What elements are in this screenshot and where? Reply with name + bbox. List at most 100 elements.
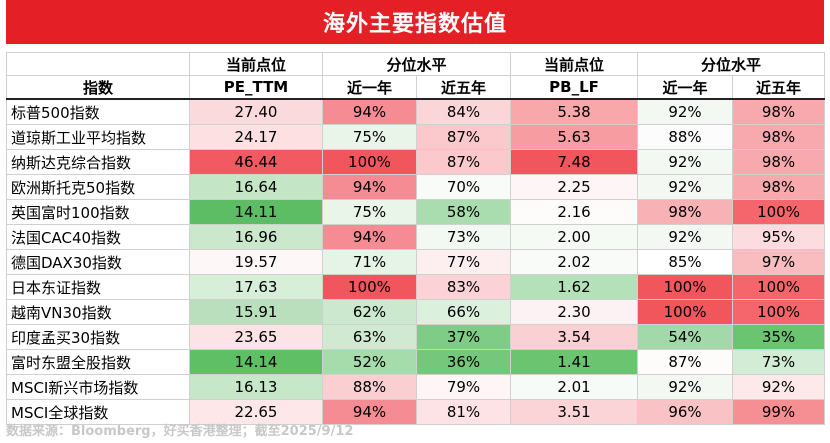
pb-value-cell: 5.38 xyxy=(510,98,639,125)
table-row: 标普500指数 27.40 94% 84% 5.38 92% 98% xyxy=(6,98,826,125)
pb-value-cell: 3.51 xyxy=(510,399,639,425)
header-pe-percentile: 分位水平 xyxy=(321,52,512,76)
pe-five-year-cell: 84% xyxy=(415,98,512,125)
table-row: 印度孟买30指数 23.65 63% 37% 3.54 54% 35% xyxy=(6,324,826,350)
pe-five-year-cell: 73% xyxy=(415,224,512,250)
pb-one-year-cell: 98% xyxy=(637,199,734,225)
pb-five-year-cell: 35% xyxy=(732,324,826,350)
pe-five-year-cell: 77% xyxy=(415,249,512,275)
pe-value-cell: 14.11 xyxy=(189,199,323,225)
pe-value-cell: 27.40 xyxy=(189,98,323,125)
table-row: MSCI新兴市场指数 16.13 88% 79% 2.01 92% 92% xyxy=(6,374,826,400)
header-row-2: 指数 PE_TTM 近一年 近五年 PB_LF 近一年 近五年 xyxy=(6,75,826,100)
pe-five-year-cell: 87% xyxy=(415,149,512,175)
pb-value-cell: 2.30 xyxy=(510,299,639,325)
header-pb-percentile: 分位水平 xyxy=(637,52,826,76)
pb-five-year-cell: 98% xyxy=(732,174,826,200)
pe-value-cell: 16.96 xyxy=(189,224,323,250)
header-pb-current: 当前点位 xyxy=(510,52,639,76)
header-pe-metric: PE_TTM xyxy=(189,75,323,100)
pb-five-year-cell: 95% xyxy=(732,224,826,250)
pb-five-year-cell: 100% xyxy=(732,299,826,325)
index-name-cell: 标普500指数 xyxy=(6,98,190,125)
table-title: 海外主要指数估值 xyxy=(322,12,507,37)
pb-value-cell: 2.16 xyxy=(510,199,639,225)
pb-one-year-cell: 85% xyxy=(637,249,734,275)
header-pe-five-year: 近五年 xyxy=(415,75,512,100)
table-row: 纳斯达克综合指数 46.44 100% 87% 7.48 92% 98% xyxy=(6,149,826,175)
index-name-cell: 富时东盟全股指数 xyxy=(6,349,190,375)
index-name-cell: 欧洲斯托克50指数 xyxy=(6,174,190,200)
source-note: 数据来源：Bloomberg，好买香港整理；截至2025/9/12 xyxy=(6,424,354,439)
pe-one-year-cell: 94% xyxy=(322,224,417,250)
pe-value-cell: 19.57 xyxy=(189,249,323,275)
pb-value-cell: 1.41 xyxy=(510,349,639,375)
pb-one-year-cell: 92% xyxy=(637,149,734,175)
index-name-cell: MSCI全球指数 xyxy=(6,399,190,425)
pe-value-cell: 46.44 xyxy=(189,149,323,175)
pe-one-year-cell: 75% xyxy=(322,199,417,225)
pb-value-cell: 2.01 xyxy=(510,374,639,400)
pe-five-year-cell: 37% xyxy=(415,324,512,350)
index-name-cell: 日本东证指数 xyxy=(6,274,190,300)
pb-one-year-cell: 87% xyxy=(637,349,734,375)
pe-value-cell: 16.13 xyxy=(189,374,323,400)
pe-value-cell: 22.65 xyxy=(189,399,323,425)
pb-one-year-cell: 92% xyxy=(637,174,734,200)
table-row: 富时东盟全股指数 14.14 52% 36% 1.41 87% 73% xyxy=(6,349,826,375)
pb-one-year-cell: 100% xyxy=(637,299,734,325)
pb-one-year-cell: 88% xyxy=(637,124,734,150)
pb-five-year-cell: 97% xyxy=(732,249,826,275)
pb-five-year-cell: 98% xyxy=(732,98,826,125)
title-bar: 海外主要指数估值 xyxy=(6,0,824,44)
pe-value-cell: 16.64 xyxy=(189,174,323,200)
pe-one-year-cell: 94% xyxy=(322,399,417,425)
valuation-table: 当前点位 分位水平 当前点位 分位水平 指数 PE_TTM 近一年 近五年 PB… xyxy=(6,52,826,425)
pe-one-year-cell: 71% xyxy=(322,249,417,275)
header-pe-current: 当前点位 xyxy=(189,52,323,76)
table-body: 标普500指数 27.40 94% 84% 5.38 92% 98% 道琼斯工业平均指数 24.… xyxy=(6,98,826,425)
header-pb-metric: PB_LF xyxy=(510,75,639,100)
pb-five-year-cell: 100% xyxy=(732,199,826,225)
header-pb-five-year: 近五年 xyxy=(732,75,826,100)
pb-one-year-cell: 96% xyxy=(637,399,734,425)
pe-five-year-cell: 70% xyxy=(415,174,512,200)
table-row: 法国CAC40指数 16.96 94% 73% 2.00 92% 95% xyxy=(6,224,826,250)
table-row: 欧洲斯托克50指数 16.64 94% 70% 2.25 92% 98% xyxy=(6,174,826,200)
pe-value-cell: 17.63 xyxy=(189,274,323,300)
pb-five-year-cell: 98% xyxy=(732,149,826,175)
pe-one-year-cell: 75% xyxy=(322,124,417,150)
pb-five-year-cell: 100% xyxy=(732,274,826,300)
pb-one-year-cell: 100% xyxy=(637,274,734,300)
index-name-cell: 纳斯达克综合指数 xyxy=(6,149,190,175)
table-row: 英国富时100指数 14.11 75% 58% 2.16 98% 100% xyxy=(6,199,826,225)
header-pe-one-year: 近一年 xyxy=(322,75,417,100)
table-row: 越南VN30指数 15.91 62% 66% 2.30 100% 100% xyxy=(6,299,826,325)
pe-five-year-cell: 81% xyxy=(415,399,512,425)
pb-five-year-cell: 98% xyxy=(732,124,826,150)
index-name-cell: MSCI新兴市场指数 xyxy=(6,374,190,400)
header-row-1: 当前点位 分位水平 当前点位 分位水平 xyxy=(6,52,826,76)
table-row: 道琼斯工业平均指数 24.17 75% 87% 5.63 88% 98% xyxy=(6,124,826,150)
pb-five-year-cell: 99% xyxy=(732,399,826,425)
pe-one-year-cell: 94% xyxy=(322,174,417,200)
pe-five-year-cell: 36% xyxy=(415,349,512,375)
pb-five-year-cell: 73% xyxy=(732,349,826,375)
pe-five-year-cell: 79% xyxy=(415,374,512,400)
table-row: 德国DAX30指数 19.57 71% 77% 2.02 85% 97% xyxy=(6,249,826,275)
pe-five-year-cell: 58% xyxy=(415,199,512,225)
pb-value-cell: 2.25 xyxy=(510,174,639,200)
pe-one-year-cell: 52% xyxy=(322,349,417,375)
pb-value-cell: 7.48 xyxy=(510,149,639,175)
index-name-cell: 德国DAX30指数 xyxy=(6,249,190,275)
pb-five-year-cell: 92% xyxy=(732,374,826,400)
pe-one-year-cell: 100% xyxy=(322,274,417,300)
pe-one-year-cell: 100% xyxy=(322,149,417,175)
index-name-cell: 印度孟买30指数 xyxy=(6,324,190,350)
pe-value-cell: 15.91 xyxy=(189,299,323,325)
index-name-cell: 英国富时100指数 xyxy=(6,199,190,225)
pb-value-cell: 3.54 xyxy=(510,324,639,350)
pb-value-cell: 2.00 xyxy=(510,224,639,250)
table-row: 日本东证指数 17.63 100% 83% 1.62 100% 100% xyxy=(6,274,826,300)
pb-one-year-cell: 92% xyxy=(637,374,734,400)
